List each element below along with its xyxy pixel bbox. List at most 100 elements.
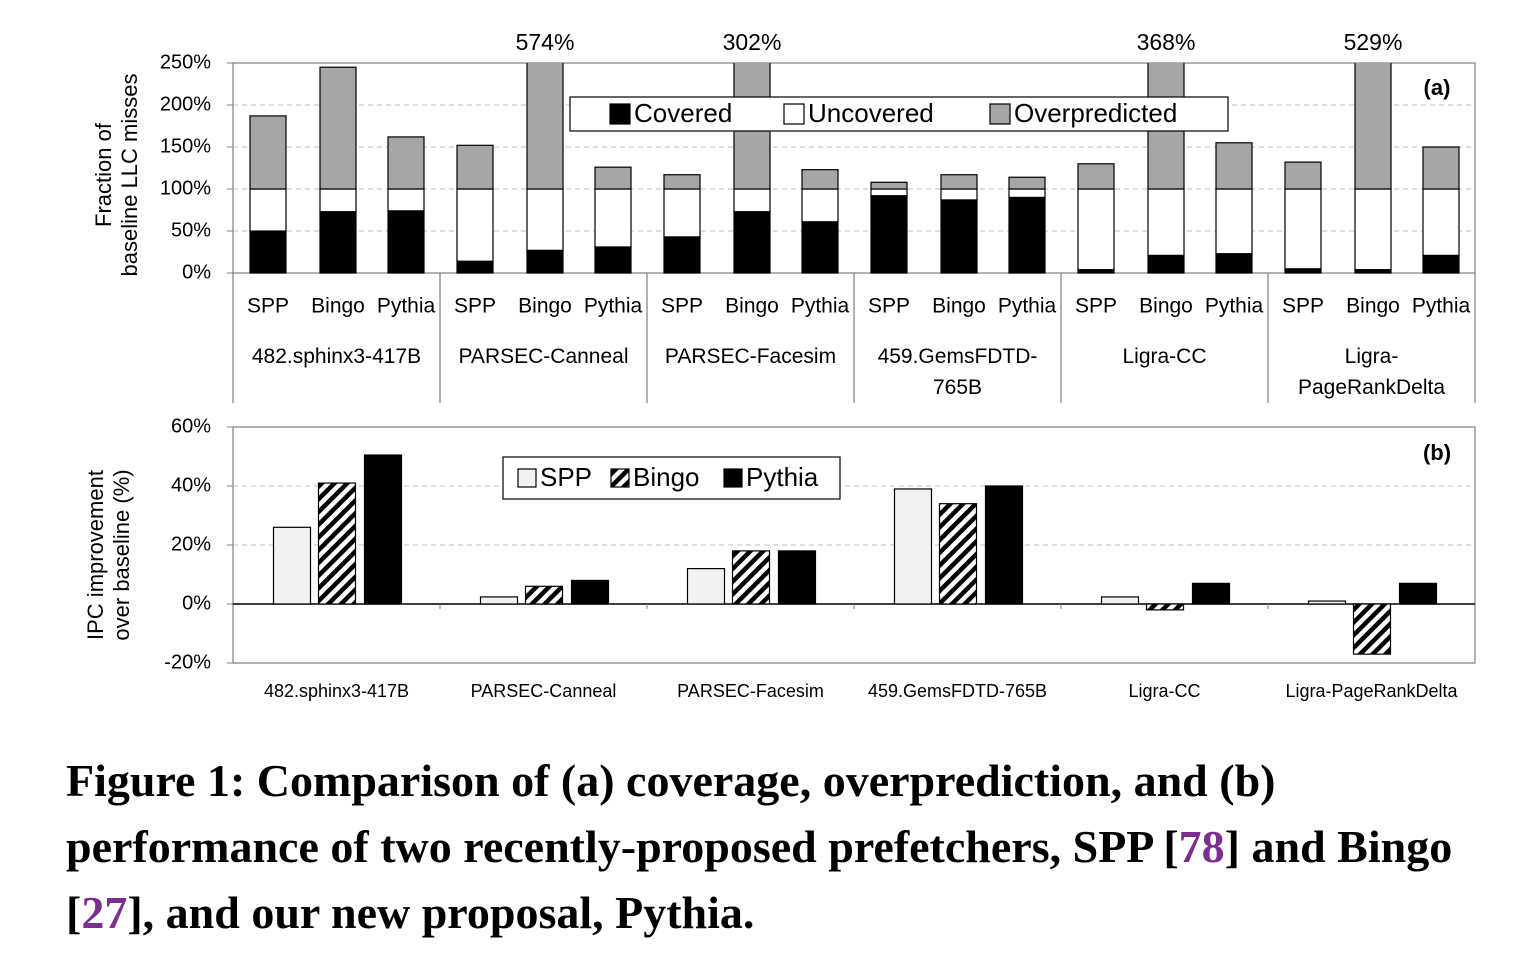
x-tick-label: Bingo (932, 295, 986, 318)
bar-segment (1215, 253, 1253, 274)
legend-label: Bingo (633, 462, 700, 492)
bar-segment (1422, 254, 1460, 274)
bar-segment (1147, 254, 1185, 274)
bar-segment (940, 188, 978, 201)
y-axis-label: baseline LLC misses (117, 74, 142, 277)
bar-segment (801, 221, 839, 274)
x-tick-label: Bingo (1139, 295, 1193, 318)
group-label: 482.sphinx3-417B (251, 345, 422, 368)
x-tick-label: PARSEC-Canneal (471, 681, 617, 701)
bar-segment (1215, 142, 1253, 190)
bar-segment (249, 115, 287, 190)
y-tick-label: 100% (160, 177, 211, 199)
overflow-label: 574% (516, 29, 575, 55)
bar-segment (1008, 196, 1046, 274)
bar-segment (526, 63, 564, 190)
bar-segment (1077, 163, 1115, 190)
bar-segment (870, 195, 908, 274)
bars (249, 63, 1460, 274)
legend-box (569, 96, 1229, 132)
bar-segment (1008, 176, 1046, 190)
bar-segment (733, 211, 771, 274)
bar-segment (387, 136, 425, 190)
caption-text: ] and Bingo [ (66, 821, 1453, 938)
bar-segment (594, 188, 632, 248)
y-axis-label: over baseline (%) (109, 469, 134, 640)
reference-link[interactable]: 27 (81, 887, 128, 938)
legend-swatch (610, 468, 630, 488)
legend-label: SPP (540, 462, 592, 492)
y-tick-label: 200% (160, 93, 211, 115)
bar-segment (870, 181, 908, 190)
bar-segment (1354, 63, 1392, 190)
bar (272, 526, 312, 605)
legend-label: Uncovered (808, 98, 934, 128)
legend-label: Overpredicted (1014, 98, 1177, 128)
x-tick-label: Pythia (998, 295, 1057, 318)
group-label: PARSEC-Canneal (458, 345, 629, 368)
bar-segment (456, 260, 494, 274)
bar-segment (1147, 188, 1185, 256)
y-tick-label: 250% (160, 51, 211, 73)
y-tick-label: -20% (164, 651, 211, 673)
bar-segment (870, 188, 908, 197)
bar-segment (526, 188, 564, 251)
x-tick-label: Pythia (1205, 295, 1264, 318)
bar-segment (1008, 188, 1046, 198)
x-tick-label: SPP (247, 295, 289, 318)
bar (938, 503, 978, 605)
bar (524, 585, 564, 605)
y-axis-label: IPC improvement (83, 470, 108, 640)
overflow-label: 368% (1137, 29, 1196, 55)
x-tick-label: Pythia (584, 295, 643, 318)
bar-segment (387, 210, 425, 274)
bar-segment (663, 236, 701, 274)
charts: 0% 50% 100% 150% 200% 250% Fraction of baseline… (83, 29, 1476, 701)
x-tick-label: Bingo (311, 295, 365, 318)
bar-segment (801, 169, 839, 190)
bar-segment (526, 249, 564, 274)
bar-segment (594, 246, 632, 274)
y-axis-label: Fraction of (91, 122, 116, 227)
caption-text: Figure 1: Comparison of (a) coverage, ov… (66, 755, 1276, 872)
bar (1145, 603, 1185, 611)
panel-label: (b) (1423, 440, 1451, 465)
x-tick-label: SPP (1282, 295, 1324, 318)
caption-text: ], and our new proposal, Pythia. (127, 887, 755, 938)
bar (317, 482, 357, 605)
x-tick-label: Ligra-PageRankDelta (1285, 681, 1458, 701)
bar-segment (1284, 161, 1322, 190)
x-tick-label: 482.sphinx3-417B (264, 681, 409, 701)
legend-box (502, 456, 841, 500)
bar-segment (594, 166, 632, 190)
bar-segment (940, 174, 978, 190)
x-tick-label: SPP (661, 295, 703, 318)
bar-segment (663, 188, 701, 238)
group-label: Ligra-PageRankDelta (1297, 345, 1446, 399)
bar (984, 485, 1024, 605)
group-label: 459.GemsFDTD-765B (877, 345, 1038, 399)
x-tick-label: Bingo (725, 295, 779, 318)
legend-label: Covered (634, 98, 732, 128)
bar (1191, 582, 1231, 605)
x-tick-label: Pythia (1412, 295, 1471, 318)
x-tick-label: Ligra-CC (1128, 681, 1200, 701)
bar-segment (1284, 268, 1322, 274)
bar-segment (733, 188, 771, 213)
y-tick-label: 150% (160, 135, 211, 157)
bar-segment (1077, 188, 1115, 271)
bar-segment (940, 199, 978, 274)
group-label: Ligra-CC (1122, 345, 1207, 368)
bar-segment (1422, 188, 1460, 256)
x-tick-label: PARSEC-Facesim (677, 681, 824, 701)
legend-swatch (517, 468, 537, 488)
bar-segment (319, 211, 357, 274)
bar-segment (1284, 188, 1322, 270)
bar (686, 567, 726, 605)
x-tick-label: Pythia (377, 295, 436, 318)
reference-link[interactable]: 78 (1178, 821, 1225, 872)
bar-segment (456, 188, 494, 262)
y-tick-label: 0% (182, 261, 211, 283)
y-tick-label: 0% (182, 592, 211, 614)
